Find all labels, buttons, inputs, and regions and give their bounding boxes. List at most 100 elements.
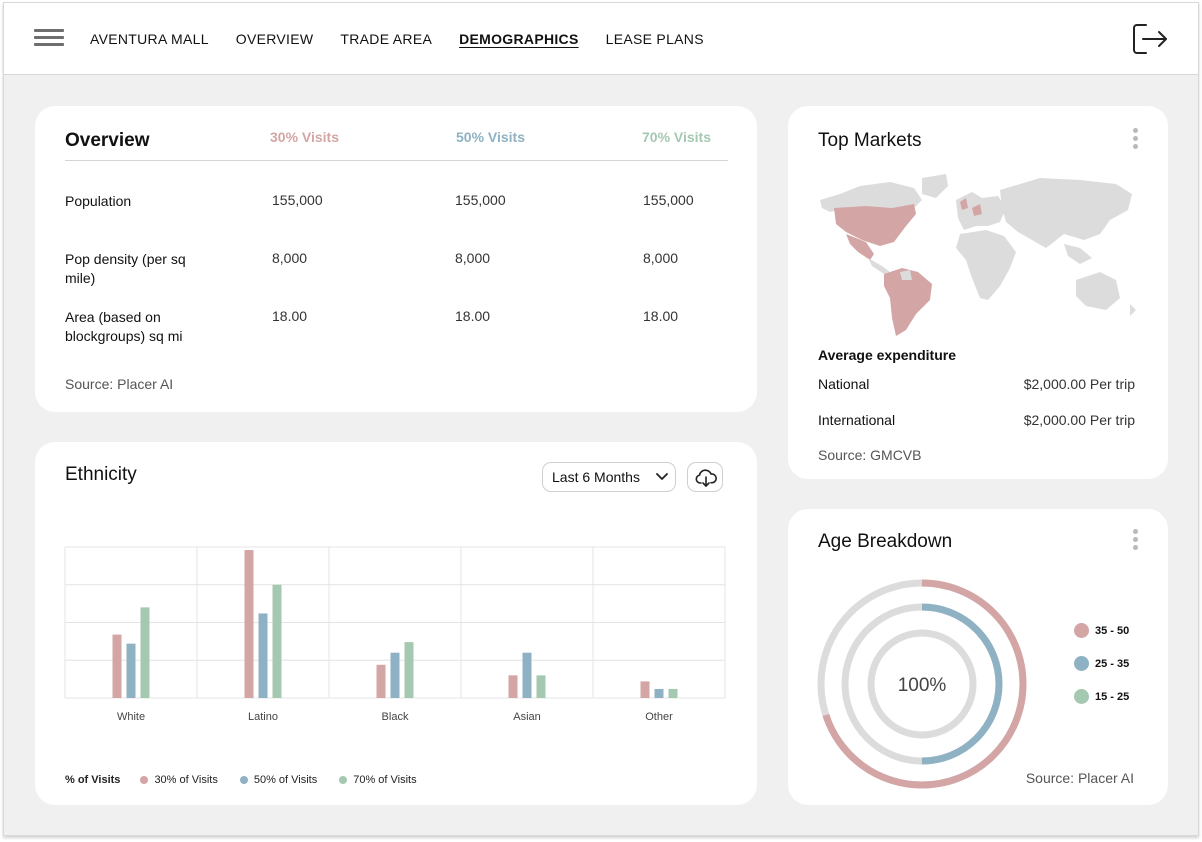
bar-other-2 [654, 688, 664, 698]
ring-track [867, 629, 977, 739]
column-header-30-visits: 30% Visits [270, 129, 340, 145]
top-navigation-bar: AVENTURA MALL OVERVIEW TRADE AREA DEMOGR… [4, 3, 1198, 75]
bar-latino-2 [258, 613, 268, 698]
age-legend-dot-15-25 [1074, 689, 1089, 704]
period-select-value: Last 6 Months [552, 469, 640, 485]
kebab-menu-icon[interactable] [1133, 529, 1139, 551]
legend-label-30: 30% of Visits [154, 774, 218, 786]
top-markets-title: Top Markets [818, 130, 922, 151]
row-label-pop-density: Pop density (per sq mile) [65, 251, 186, 286]
area-30: 18.00 [272, 308, 308, 324]
bar-other-3 [668, 688, 678, 698]
age-source: Source: Placer AI [1025, 770, 1134, 786]
map-region-mexico [846, 234, 874, 260]
bar-other-1 [640, 681, 650, 698]
x-tick-label: Asian [513, 711, 541, 723]
legend-item-50: 50% of Visits [239, 774, 317, 786]
map-region-south-america [884, 268, 932, 336]
app-window: AVENTURA MALL OVERVIEW TRADE AREA DEMOGR… [3, 2, 1199, 836]
age-legend-35-50: 35 - 50 [1074, 623, 1129, 638]
legend-title: % of Visits [65, 774, 121, 786]
map-region-canada [820, 182, 922, 212]
bar-asian-1 [508, 675, 518, 698]
age-legend-15-25: 15 - 25 [1074, 689, 1129, 704]
age-legend-label-15-25: 15 - 25 [1095, 690, 1130, 703]
bar-white-3 [140, 607, 150, 698]
nav-demographics[interactable]: DEMOGRAPHICS [459, 31, 579, 47]
nav-lease-plans[interactable]: LEASE PLANS [605, 31, 704, 47]
nav-trade-area[interactable]: TRADE AREA [340, 31, 433, 47]
legend-dot-30 [140, 776, 149, 784]
overview-source: Source: Placer AI [65, 376, 174, 392]
x-tick-label: Latino [248, 711, 278, 723]
column-header-70-visits: 70% Visits [642, 129, 712, 145]
legend-dot-70 [339, 776, 348, 784]
ring-arc-2 [841, 603, 1003, 765]
row-label-population: Population [65, 193, 132, 209]
age-legend-dot-25-35 [1074, 656, 1089, 671]
map-region-greenland [922, 174, 948, 198]
pop-density-70: 8,000 [643, 250, 679, 266]
age-breakdown-title: Age Breakdown [818, 531, 953, 552]
overview-divider [65, 160, 728, 161]
x-tick-label: White [117, 711, 145, 723]
bar-latino-1 [244, 550, 254, 698]
map-region-usa [834, 204, 916, 246]
chevron-down-icon [656, 473, 668, 480]
map-region-south-america-grey [900, 270, 912, 280]
hamburger-menu-icon[interactable] [34, 29, 66, 49]
map-region-australia [1076, 272, 1120, 310]
international-value: $2,000.00 Per trip [1023, 412, 1135, 428]
map-region-asia [1000, 178, 1132, 248]
bar-asian-3 [536, 675, 546, 698]
period-select[interactable]: Last 6 Months [542, 462, 676, 492]
map-region-uk [960, 198, 968, 210]
download-button[interactable] [687, 462, 723, 492]
age-legend-dot-35-50 [1074, 623, 1089, 638]
national-label: National [818, 376, 870, 392]
legend-dot-50 [239, 776, 248, 784]
bar-latino-3 [272, 584, 282, 698]
top-markets-source: Source: GMCVB [818, 447, 922, 463]
bar-black-2 [390, 652, 400, 698]
national-value: $2,000.00 Per trip [1023, 376, 1135, 392]
map-region-southeast-asia [1064, 244, 1092, 264]
overview-card: Overview 30% Visits 50% Visits 70% Visit… [35, 106, 757, 412]
ethnicity-card: White Latino Black Asian Other Ethnicity Las… [35, 442, 757, 805]
area-50: 18.00 [455, 308, 491, 324]
legend-item-70: 70% of Visits [339, 774, 417, 786]
bar-white-1 [112, 634, 122, 698]
main-nav: AVENTURA MALL OVERVIEW TRADE AREA DEMOGR… [90, 31, 731, 47]
world-map [820, 174, 1136, 336]
international-label: International [818, 412, 896, 428]
kebab-menu-icon[interactable] [1133, 128, 1139, 150]
map-region-central-america [868, 258, 890, 274]
x-tick-label: Other [645, 711, 673, 723]
logout-icon[interactable] [1130, 21, 1170, 57]
ethnicity-title: Ethnicity [65, 464, 137, 485]
average-expenditure-heading: Average expenditure [818, 347, 956, 363]
bar-white-2 [126, 643, 136, 698]
area-70: 18.00 [643, 308, 679, 324]
age-legend-label-25-35: 25 - 35 [1095, 657, 1130, 670]
row-label-area: Area (based on blockgroups) sq mi [65, 309, 183, 344]
map-region-new-zealand [1130, 304, 1136, 316]
ring-arc-1 [817, 579, 1027, 789]
nav-aventura-mall[interactable]: AVENTURA MALL [90, 31, 209, 47]
legend-item-30: 30% of Visits [140, 774, 218, 786]
overview-title: Overview [65, 130, 150, 151]
population-30: 155,000 [272, 192, 323, 208]
population-50: 155,000 [455, 192, 506, 208]
legend-label-70: 70% of Visits [353, 774, 417, 786]
ethnicity-bar-chart: White Latino Black Asian Other [64, 546, 726, 723]
age-breakdown-card: Age Breakdown 100% 35 - 50 25 - 35 15 - … [788, 509, 1168, 805]
pop-density-30: 8,000 [272, 250, 308, 266]
age-legend-label-35-50: 35 - 50 [1095, 624, 1130, 637]
population-70: 155,000 [643, 192, 694, 208]
column-header-50-visits: 50% Visits [456, 129, 526, 145]
age-donut-chart: 100% [817, 579, 1027, 789]
pop-density-50: 8,000 [455, 250, 491, 266]
nav-overview[interactable]: OVERVIEW [235, 31, 314, 47]
x-tick-label: Black [382, 711, 409, 723]
bar-black-3 [404, 642, 414, 698]
